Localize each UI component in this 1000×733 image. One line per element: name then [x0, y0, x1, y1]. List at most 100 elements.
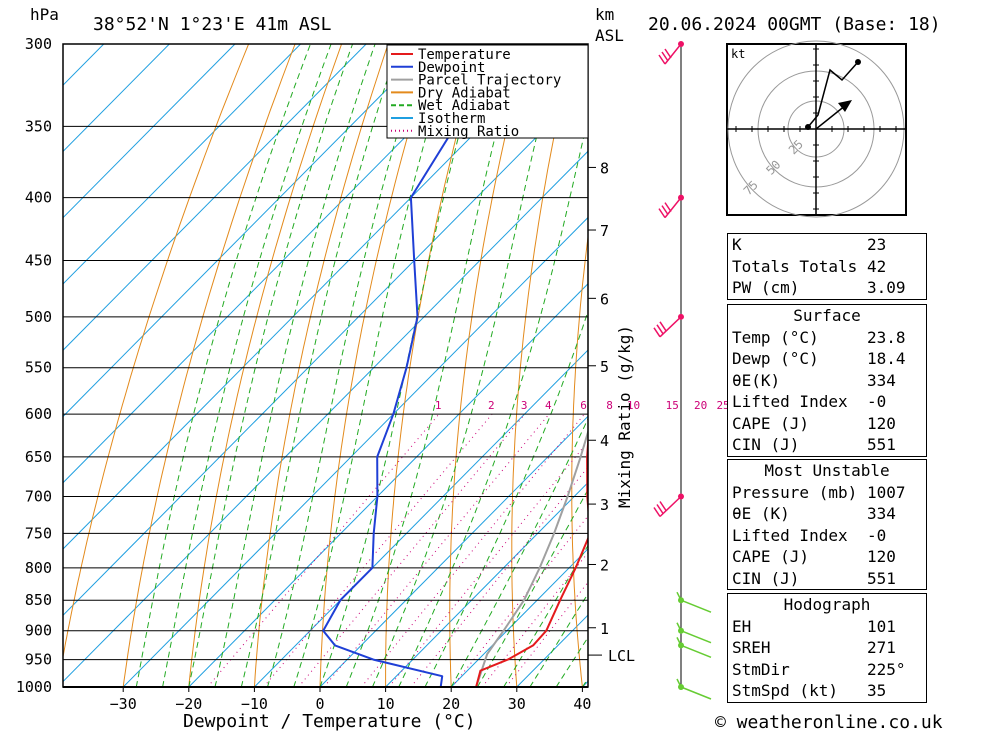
mixing-ratio-label: 2 — [488, 399, 495, 412]
hodograph-unit: kt — [731, 47, 745, 61]
wind-barb — [676, 622, 712, 644]
hodograph-end-dot — [855, 59, 861, 65]
table-row-value: 551 — [867, 435, 896, 454]
plot-area — [63, 44, 1000, 687]
km-tick-label: 5 — [600, 358, 609, 376]
table-row-label: CIN (J) — [732, 568, 800, 588]
wet-adiabat-line — [162, 44, 332, 687]
table-row-value: 18.4 — [867, 349, 906, 368]
isotherm-line — [450, 548, 588, 687]
table-row-value: 120 — [867, 413, 896, 433]
table-row: StmSpd (kt) 35 — [728, 680, 926, 702]
table-row-value: 101 — [867, 616, 896, 636]
temperature-tick-label: −20 — [175, 695, 202, 713]
storm-motion-arrowhead — [838, 100, 852, 112]
pressure-tick-label: 550 — [25, 359, 52, 377]
legend-label: Dry Adiabat — [418, 85, 511, 101]
table-row-value: 23.8 — [867, 327, 906, 347]
table-row-label: EH — [732, 616, 752, 636]
wind-barb — [653, 316, 682, 338]
wind-barb — [658, 43, 682, 65]
mixing-ratio-axis-label: Mixing Ratio (g/kg) — [615, 325, 634, 508]
table-row: StmDir 225° — [728, 659, 926, 681]
mixing-ratio-line — [505, 581, 588, 687]
axes: 1 2 3 4 6 8 10 15 20 2530035040045050055060065070… — [16, 35, 730, 713]
wet-adiabat-line — [319, 44, 485, 687]
pressure-tick-label: 1000 — [16, 678, 52, 696]
hodograph-table: Hodograph EH 101 SREH 271 StmDir 225° StmSpd (… — [727, 593, 927, 703]
km-tick-label: 8 — [600, 159, 609, 177]
table-row-label: CAPE (J) — [732, 547, 810, 566]
mixing-ratio-label: 4 — [545, 399, 552, 412]
mixing-ratio-line — [410, 466, 588, 687]
table-row-label: StmDir — [732, 659, 790, 679]
isotherm-line — [122, 216, 588, 687]
mixing-ratio-label: 15 — [666, 399, 679, 412]
dry-adiabat-line — [630, 44, 667, 687]
lcl-label: LCL — [608, 647, 635, 665]
table-row-value: 551 — [867, 568, 896, 588]
wind-barb — [653, 495, 682, 518]
table-row: Temp (°C) 23.8 — [728, 327, 926, 349]
parcel-trajectory-line — [475, 428, 588, 687]
isotherm-line — [63, 44, 564, 550]
table-row-label: CAPE (J) — [732, 413, 810, 433]
table-row: θE(K) 334 — [728, 370, 926, 392]
hodograph-trace — [807, 61, 859, 128]
km-tick-label: 2 — [600, 556, 609, 574]
table-row: CAPE (J) 120 — [728, 546, 926, 568]
pressure-tick-label: 700 — [25, 488, 52, 506]
mixing-ratio-label: 8 — [606, 399, 613, 412]
isotherm-line — [63, 44, 367, 351]
wind-barb — [658, 197, 682, 219]
legend-label: Dewpoint — [418, 60, 485, 76]
x-axis-label: Dewpoint / Temperature (°C) — [183, 711, 476, 732]
table-row: Lifted Index -0 — [728, 525, 926, 547]
legend-label: Parcel Trajectory — [418, 73, 561, 89]
pressure-tick-label: 400 — [25, 189, 52, 207]
indices-table: K 23 Totals Totals 42 PW (cm) 3.09 — [727, 233, 927, 300]
isotherm-line — [63, 150, 588, 683]
table-row-label: Lifted Index — [732, 392, 848, 411]
mixing-ratio-label: 20 — [694, 399, 707, 412]
pressure-tick-label: 300 — [25, 35, 52, 53]
pressure-tick-label: 850 — [25, 591, 52, 609]
isotherm-line — [63, 84, 588, 616]
temperature-tick-label: 20 — [442, 695, 460, 713]
table-row-label: StmSpd (kt) — [732, 681, 838, 700]
wind-barb — [676, 591, 712, 613]
pressure-tick-label: 450 — [25, 252, 52, 270]
table-row: Lifted Index -0 — [728, 391, 926, 413]
table-row-value: 23 — [867, 235, 887, 254]
table-row-value: 334 — [867, 504, 896, 523]
surface-title: Surface — [793, 306, 861, 325]
table-row-value: 120 — [867, 547, 896, 566]
table-row-label: PW (cm) — [732, 278, 800, 297]
table-row-label: Pressure (mb) — [732, 482, 858, 502]
mixing-ratio-line — [298, 413, 526, 687]
wind-barb — [676, 678, 712, 700]
km-unit: km — [595, 5, 614, 24]
table-row: Totals Totals 42 — [728, 256, 926, 278]
table-row: CIN (J) 551 — [728, 434, 926, 456]
table-row: PW (cm) 3.09 — [728, 277, 926, 299]
dry-adiabat-line — [385, 44, 482, 687]
surface-table: Surface Temp (°C) 23.8 Dewp (°C) 18.4 θE(K) 3… — [727, 304, 927, 457]
table-row: CAPE (J) 120 — [728, 413, 926, 435]
km-tick-label: 3 — [600, 496, 609, 514]
temperature-tick-label: −10 — [241, 695, 268, 713]
mixing-ratio-label: 3 — [521, 399, 528, 412]
legend-label: Temperature — [418, 47, 511, 63]
dry-adiabat-line — [945, 44, 1000, 687]
hodograph-start-dot — [805, 124, 811, 130]
most-unstable-table: Most Unstable Pressure (mb) 1007 θE (K) 334… — [727, 459, 927, 590]
dry-adiabat-line — [571, 233, 588, 687]
table-row-value: 225° — [867, 659, 906, 679]
km-tick-label: 4 — [600, 432, 609, 450]
isotherm-line — [63, 44, 301, 285]
wet-adiabat-line — [398, 115, 588, 687]
isotherm-line — [385, 481, 588, 687]
dry-adiabat-line — [188, 44, 343, 687]
wind-profile — [653, 41, 712, 700]
